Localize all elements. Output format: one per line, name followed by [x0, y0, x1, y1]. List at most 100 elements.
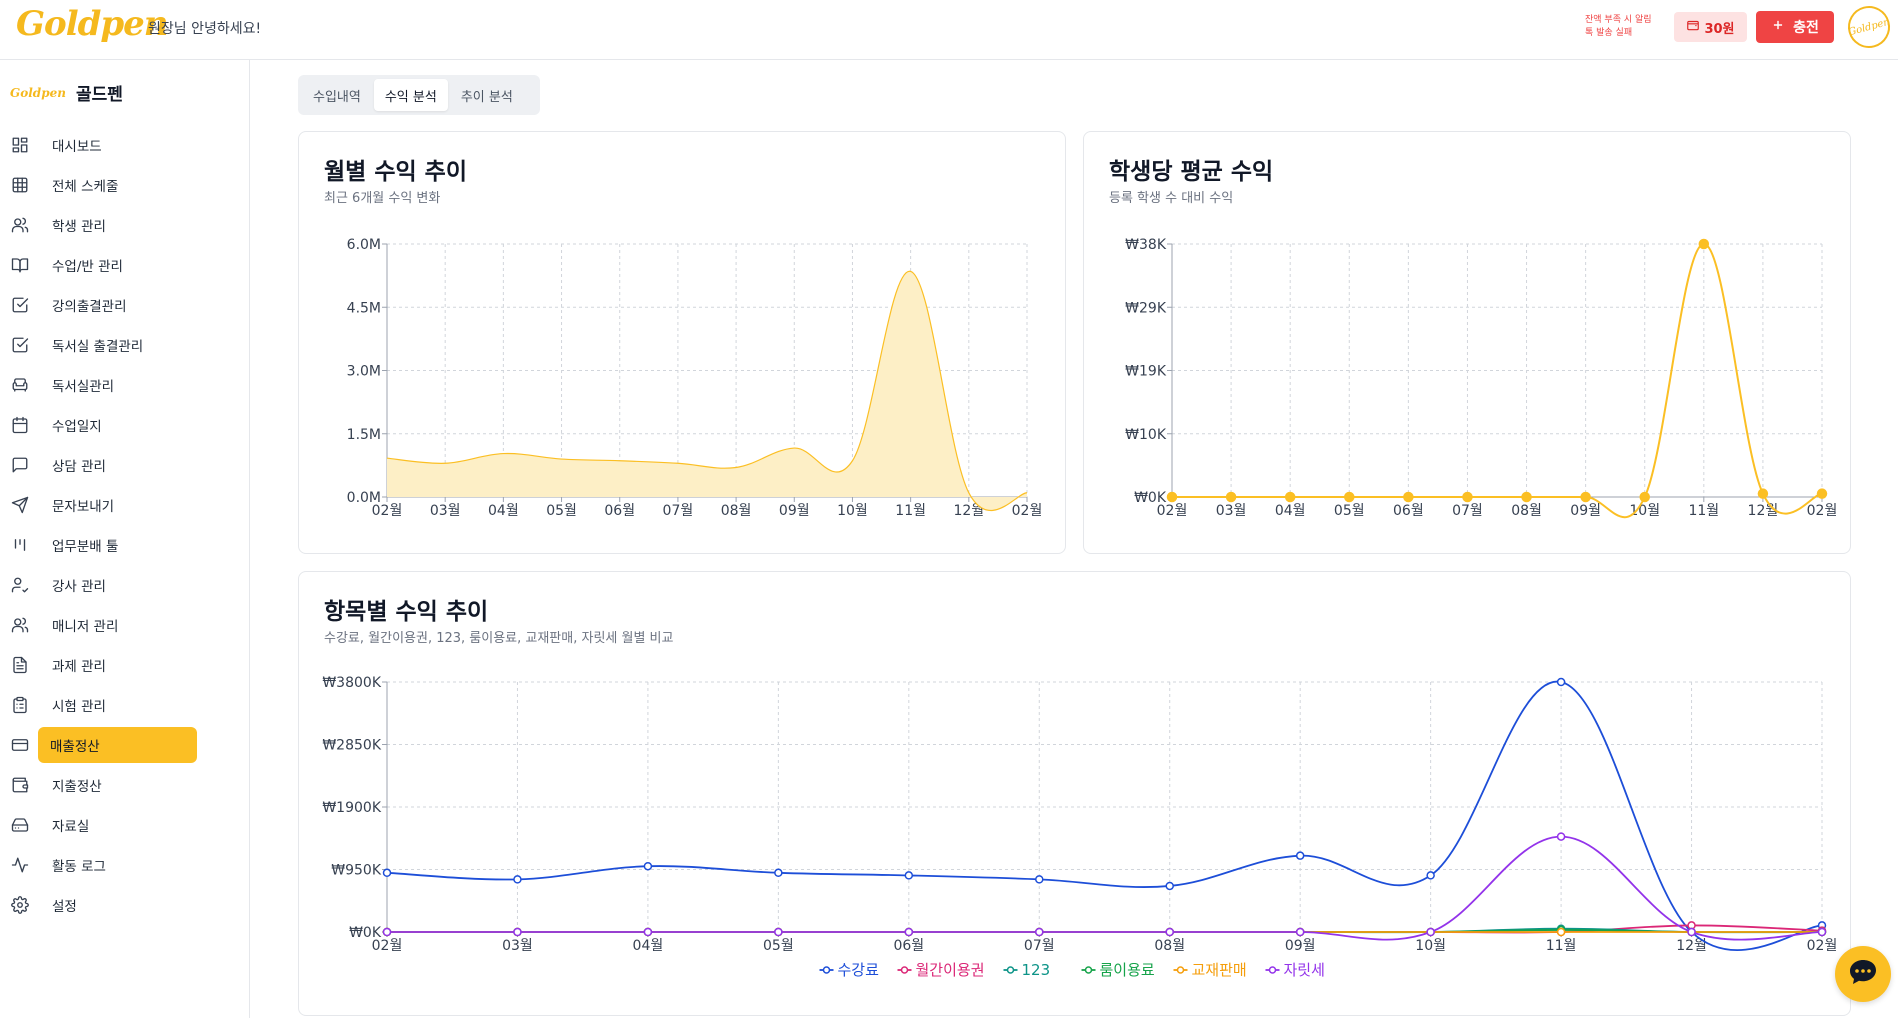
data-point: [1817, 927, 1827, 937]
avatar[interactable]: Goldpen: [1843, 1, 1895, 53]
x-tick-label: 06월: [604, 503, 635, 519]
sidebar-item[interactable]: 학생 관리: [0, 205, 250, 245]
sidebar-item[interactable]: 활동 로그: [0, 845, 250, 885]
sidebar-item[interactable]: 독서실관리: [0, 365, 250, 405]
sidebar-item[interactable]: 강사 관리: [0, 565, 250, 605]
y-tick-label: 4.5M: [347, 300, 381, 316]
check-square-icon: [10, 295, 30, 315]
sidebar-item-label: 활동 로그: [52, 859, 106, 875]
x-tick-label: 10월: [1629, 503, 1660, 519]
check-square-icon: [10, 335, 30, 355]
sidebar-item[interactable]: 과제 관리: [0, 645, 250, 685]
sidebar-item[interactable]: 시험 관리: [0, 685, 250, 725]
legend-marker-dot: [1006, 966, 1015, 974]
sidebar-item-label: 강의출결관리: [52, 299, 127, 315]
sidebar-item-label: 문자보내기: [52, 499, 115, 515]
credit-balance-button[interactable]: 30원: [1674, 12, 1747, 42]
x-tick-label: 12월: [1676, 938, 1707, 954]
sidebar-item[interactable]: 수업일지: [0, 405, 250, 445]
legend-label: 123: [1022, 961, 1051, 979]
sidebar-item[interactable]: 매니저 관리: [0, 605, 250, 645]
legend-marker-dot: [1084, 966, 1093, 974]
item-revenue-chart: ₩0K ₩950K ₩1900K ₩2850K ₩3800K 02월 03월 04월 05월 06…: [322, 675, 1837, 979]
y-tick-label: 6.0M: [347, 237, 381, 253]
data-point: [513, 927, 522, 937]
data-point: [1403, 491, 1414, 503]
per-student-revenue-card: 학생당 평균 수익 등록 학생 수 대비 수익 ₩0K ₩10K ₩19K ₩29K ₩…: [1083, 131, 1851, 554]
x-tick-label: 11월: [1546, 938, 1577, 954]
card-title: 월별 수익 추이: [324, 159, 467, 185]
credit-amount: 30원: [1704, 21, 1735, 37]
sidebar-brand-name: 골드펜: [75, 85, 123, 105]
data-point: [1225, 491, 1237, 503]
sidebar-item[interactable]: 문자보내기: [0, 485, 250, 525]
data-point: [1757, 488, 1769, 499]
x-tick-label: 12월: [953, 503, 984, 519]
data-point: [1556, 927, 1566, 937]
data-point: [1556, 677, 1566, 687]
users-icon: [10, 215, 30, 235]
legend-marker-dot: [1176, 966, 1185, 974]
data-point: [1426, 927, 1435, 937]
activity-icon: [10, 855, 30, 875]
monthly-revenue-card: 월별 수익 추이 최근 6개월 수익 변화 0.0M 1.5M 3.0M 4.5M 6.…: [298, 131, 1066, 554]
card-icon: [10, 735, 30, 755]
sidebar-item[interactable]: 전체 스케줄: [0, 165, 250, 205]
armchair-icon: [10, 375, 30, 395]
x-tick-label: 05월: [1334, 503, 1365, 519]
x-tick-label: 09월: [779, 503, 810, 519]
x-tick-label: 04월: [1275, 503, 1306, 519]
sidebar-brand[interactable]: Goldpen 골드펜: [10, 80, 123, 105]
x-tick-label: 10월: [1415, 938, 1446, 954]
grid-icon: [10, 175, 30, 195]
x-tick-label: 06월: [1393, 503, 1424, 519]
legend-label: 월간이용권: [916, 961, 985, 979]
data-point: [1344, 491, 1355, 503]
legend-label: 수강료: [838, 961, 880, 979]
sidebar-item[interactable]: 업무분배 툴: [0, 525, 250, 565]
sidebar-item[interactable]: 자료실: [0, 805, 250, 845]
sidebar-item[interactable]: 수업/반 관리: [0, 245, 250, 285]
tab[interactable]: 추이 분석: [460, 89, 513, 105]
y-tick-label: ₩38K: [1125, 237, 1167, 253]
card-title: 학생당 평균 수익: [1109, 159, 1274, 185]
tab[interactable]: 수익 분석: [373, 79, 448, 111]
x-tick-label: 08월: [1511, 503, 1542, 519]
per-student-revenue-chart: ₩0K ₩10K ₩19K ₩29K ₩38K 02월 03월 04월 05월 06월 07월 08월…: [1125, 237, 1837, 519]
x-tick-label: 05월: [546, 503, 577, 519]
sidebar-item[interactable]: 매출정산: [0, 725, 250, 765]
avatar-text: Goldpen: [1847, 16, 1891, 38]
sidebar-item[interactable]: 설정: [0, 885, 250, 925]
data-point: [774, 927, 783, 937]
y-tick-label: ₩10K: [1125, 427, 1167, 443]
legend-label: 교재판매: [1192, 961, 1247, 979]
x-tick-label: 03월: [502, 938, 533, 954]
top-bar: Goldpen 원장님 안녕하세요! 잔액 부족 시 알림 톡 발송 실패 30…: [0, 0, 1898, 60]
legend-marker-dot: [1268, 966, 1277, 974]
logo[interactable]: Goldpen: [16, 4, 169, 44]
sidebar-item[interactable]: 상담 관리: [0, 445, 250, 485]
sidebar-item[interactable]: 지출정산: [0, 765, 250, 805]
charge-button[interactable]: 충전: [1756, 11, 1834, 43]
sidebar-item[interactable]: 독서실 출결관리: [0, 325, 250, 365]
sidebar-item[interactable]: 대시보드: [0, 125, 250, 165]
x-tick-label: 03월: [1216, 503, 1247, 519]
sidebar-item-label: 매니저 관리: [52, 619, 119, 635]
series-line: [1172, 242, 1823, 519]
file-icon: [10, 655, 30, 675]
data-point: [1284, 491, 1296, 503]
x-tick-label: 02월: [1012, 503, 1043, 519]
data-point: [1295, 927, 1305, 937]
tab[interactable]: 수입내역: [313, 89, 361, 105]
sidebar-item-label: 시험 관리: [52, 699, 106, 715]
chat-button[interactable]: [1835, 946, 1891, 1002]
sidebar-item-label: 매출정산: [38, 727, 197, 763]
x-tick-label: 09월: [1570, 503, 1601, 519]
drive-icon: [10, 815, 30, 835]
sidebar-item-label: 독서실관리: [52, 379, 115, 395]
x-tick-label: 07월: [1452, 503, 1483, 519]
card-subtitle: 수강료, 월간이용권, 123, 룸이용료, 교재판매, 자릿세 월별 비교: [324, 631, 674, 646]
sidebar-item[interactable]: 강의출결관리: [0, 285, 250, 325]
data-point: [643, 861, 653, 871]
